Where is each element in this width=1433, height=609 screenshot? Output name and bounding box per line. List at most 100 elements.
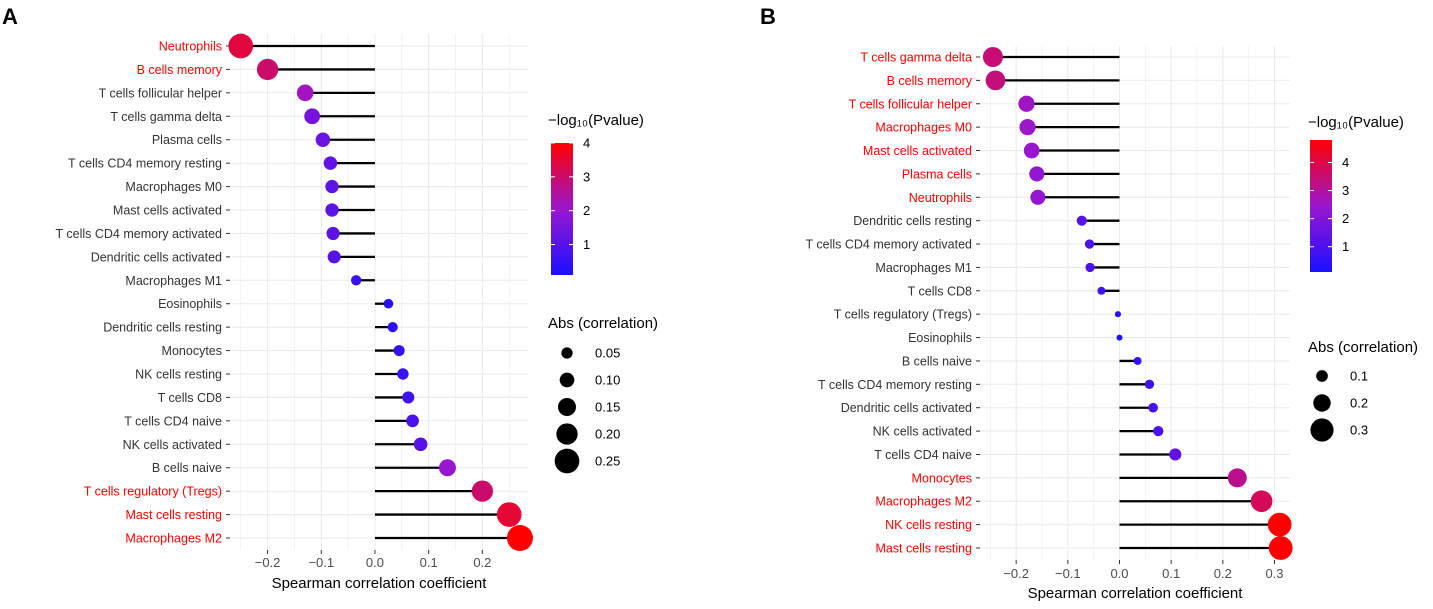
lollipop-point xyxy=(1030,189,1046,205)
y-tick-label: NK cells activated xyxy=(123,438,222,452)
color-legend-label: 4 xyxy=(583,136,590,151)
y-tick-label: Mast cells resting xyxy=(125,508,222,522)
y-tick-label: Monocytes xyxy=(162,344,222,358)
lollipop-point xyxy=(1085,262,1095,273)
size-legend-point xyxy=(1313,394,1331,412)
size-legend-point xyxy=(559,372,575,388)
y-tick-label: NK cells activated xyxy=(873,425,972,439)
y-tick-label: Neutrophils xyxy=(159,40,222,54)
size-legend-point xyxy=(561,347,573,359)
y-tick-label: Macrophages M0 xyxy=(875,121,972,135)
lollipop-point xyxy=(315,132,331,147)
y-tick-label: B cells memory xyxy=(137,63,223,77)
color-legend-label: 1 xyxy=(1342,239,1349,254)
y-tick-label: T cells CD4 memory activated xyxy=(56,227,223,241)
lollipop-point xyxy=(1023,142,1040,159)
size-legend-point xyxy=(1316,370,1328,382)
x-tick-label: 0.1 xyxy=(1162,566,1180,581)
y-tick-label: Neutrophils xyxy=(909,191,972,205)
size-legend-label: 0.15 xyxy=(595,400,620,415)
size-legend-point xyxy=(556,423,578,445)
lollipop-point xyxy=(1133,356,1142,365)
lollipop-point xyxy=(1227,468,1247,488)
y-tick-label: Dendritic cells resting xyxy=(853,214,972,228)
lollipop-point xyxy=(256,58,279,81)
y-tick-label: Macrophages M0 xyxy=(125,180,222,194)
size-legend-point xyxy=(1310,418,1334,442)
panel-a: A Neutrophils B cells memory T cells follic… xyxy=(2,4,658,592)
lollipop-point xyxy=(1153,425,1164,437)
color-legend-label: 2 xyxy=(583,203,590,218)
lollipop-point xyxy=(383,298,394,309)
lollipop-point xyxy=(387,322,398,333)
lollipop-point xyxy=(402,391,415,404)
y-tick-label: T cells CD8 xyxy=(158,391,222,405)
color-legend-label: 3 xyxy=(583,169,590,184)
lollipop-point xyxy=(1076,215,1087,226)
lollipop-point xyxy=(982,47,1003,67)
color-legend-label: 3 xyxy=(1342,183,1349,198)
x-tick-label: 0.0 xyxy=(366,555,384,570)
x-tick-label: 0.1 xyxy=(420,555,438,570)
y-tick-label: Dendritic cells activated xyxy=(91,250,222,264)
y-tick-label: NK cells resting xyxy=(135,368,222,382)
lollipop-point xyxy=(1029,166,1045,182)
y-tick-label: T cells gamma delta xyxy=(860,51,972,65)
y-tick-label: NK cells resting xyxy=(885,518,972,532)
x-tick-label: −0.1 xyxy=(1055,566,1081,581)
x-axis-title: Spearman correlation coefficient xyxy=(272,575,488,592)
y-tick-label: Plasma cells xyxy=(152,133,222,147)
lollipop-point xyxy=(323,156,338,170)
y-tick-label: T cells regulatory (Tregs) xyxy=(834,308,972,322)
x-axis-title: Spearman correlation coefficient xyxy=(1028,585,1244,602)
y-tick-label: T cells CD4 naive xyxy=(124,414,222,428)
panel-b: B T cells gamma delta B cells memory T cell… xyxy=(760,4,1418,602)
size-legend-point xyxy=(554,448,580,474)
y-tick-label: T cells regulatory (Tregs) xyxy=(84,485,222,499)
lollipop-point xyxy=(351,275,362,286)
lollipop-point xyxy=(1148,402,1158,413)
lollipop-point xyxy=(327,250,341,264)
color-legend-label: 2 xyxy=(1342,211,1349,226)
y-tick-label: Macrophages M2 xyxy=(875,495,972,509)
y-tick-label: Eosinophils xyxy=(908,331,972,345)
size-legend-label: 0.25 xyxy=(595,454,620,469)
lollipop-point xyxy=(326,226,340,241)
color-legend-bar xyxy=(1310,140,1332,272)
size-legend-label: 0.2 xyxy=(1350,396,1368,411)
lollipop-point xyxy=(1018,95,1035,112)
lollipop-point xyxy=(406,414,419,428)
color-legend-title: −log₁₀(Pvalue) xyxy=(548,112,644,129)
y-tick-label: T cells follicular helper xyxy=(849,97,972,111)
x-tick-label: 0.2 xyxy=(473,555,491,570)
y-tick-label: T cells gamma delta xyxy=(110,110,222,124)
y-tick-label: T cells follicular helper xyxy=(99,86,222,100)
lollipop-point xyxy=(325,179,339,194)
y-tick-label: B cells naive xyxy=(152,461,222,475)
lollipop-point xyxy=(397,368,409,380)
panel-label: A xyxy=(2,4,18,29)
x-tick-label: 0.2 xyxy=(1214,566,1232,581)
size-legend-title: Abs (correlation) xyxy=(1308,339,1418,356)
size-legend-label: 0.3 xyxy=(1350,423,1368,438)
lollipop-point xyxy=(325,203,339,217)
lollipop-point xyxy=(985,70,1006,91)
size-legend-label: 0.20 xyxy=(595,427,620,442)
color-legend-label: 1 xyxy=(583,237,590,252)
y-tick-label: Plasma cells xyxy=(902,167,972,181)
y-tick-label: Mast cells activated xyxy=(113,204,222,218)
y-tick-label: Macrophages M1 xyxy=(125,274,222,288)
y-tick-label: Monocytes xyxy=(912,471,972,485)
lollipop-point xyxy=(438,459,456,477)
y-tick-label: Mast cells resting xyxy=(875,542,972,556)
lollipop-point xyxy=(471,480,494,502)
lollipop-point xyxy=(1084,239,1095,249)
lollipop-point xyxy=(1019,119,1036,136)
x-tick-label: 0.0 xyxy=(1110,566,1128,581)
lollipop-point xyxy=(1097,286,1106,295)
y-tick-label: B cells naive xyxy=(902,354,972,368)
panel-label: B xyxy=(760,4,776,29)
size-legend-point xyxy=(558,398,576,416)
x-tick-label: −0.1 xyxy=(308,555,334,570)
